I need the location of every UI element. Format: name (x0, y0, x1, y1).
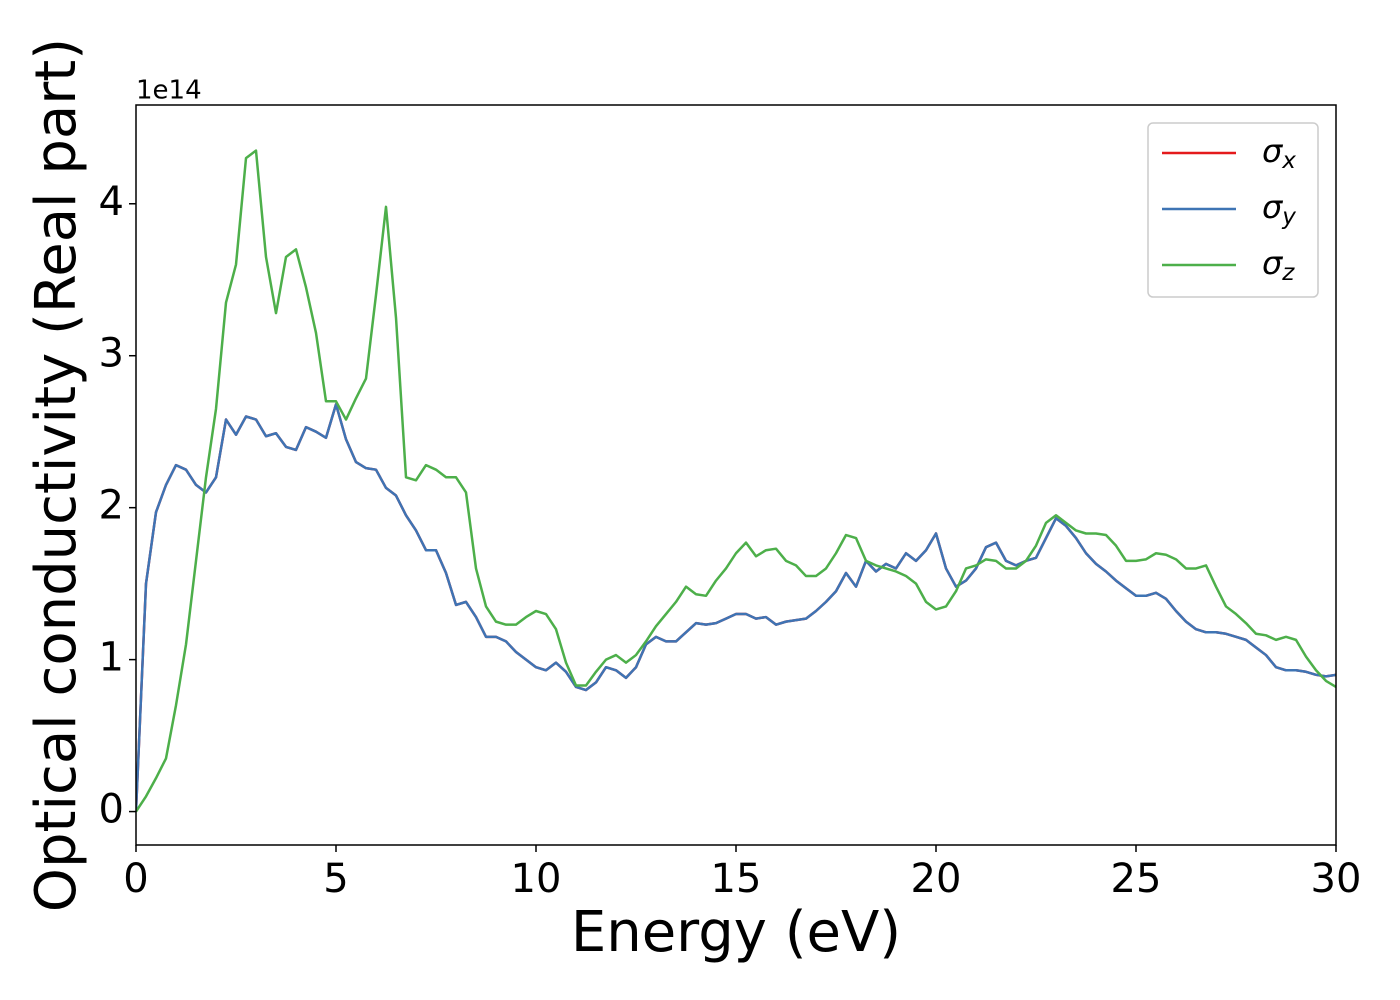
series-line (136, 403, 1336, 812)
legend-label: σy (1262, 188, 1296, 230)
x-tick-label: 25 (1111, 856, 1162, 902)
x-tick-label: 20 (911, 856, 962, 902)
y-tick-label: 2 (99, 483, 124, 529)
legend-label: σx (1262, 132, 1296, 174)
y-tick-label: 3 (99, 331, 124, 377)
series-line (136, 149, 1336, 813)
x-axis-label: Energy (eV) (571, 900, 901, 965)
plot-frame (135, 104, 1337, 846)
legend-label: σz (1262, 244, 1295, 286)
y-tick-label: 0 (99, 787, 124, 833)
x-tick-label: 10 (511, 856, 562, 902)
y-tick-label: 4 (99, 179, 124, 225)
x-tick-label: 30 (1311, 856, 1362, 902)
series-line (136, 403, 1336, 812)
y-tick-label: 1 (99, 635, 124, 681)
y-axis-label: Optical conductivity (Real part) (24, 38, 89, 912)
x-tick-label: 15 (711, 856, 762, 902)
x-tick-label: 0 (123, 856, 148, 902)
x-tick-label: 5 (323, 856, 348, 902)
y-offset-label: 1e14 (136, 76, 202, 106)
